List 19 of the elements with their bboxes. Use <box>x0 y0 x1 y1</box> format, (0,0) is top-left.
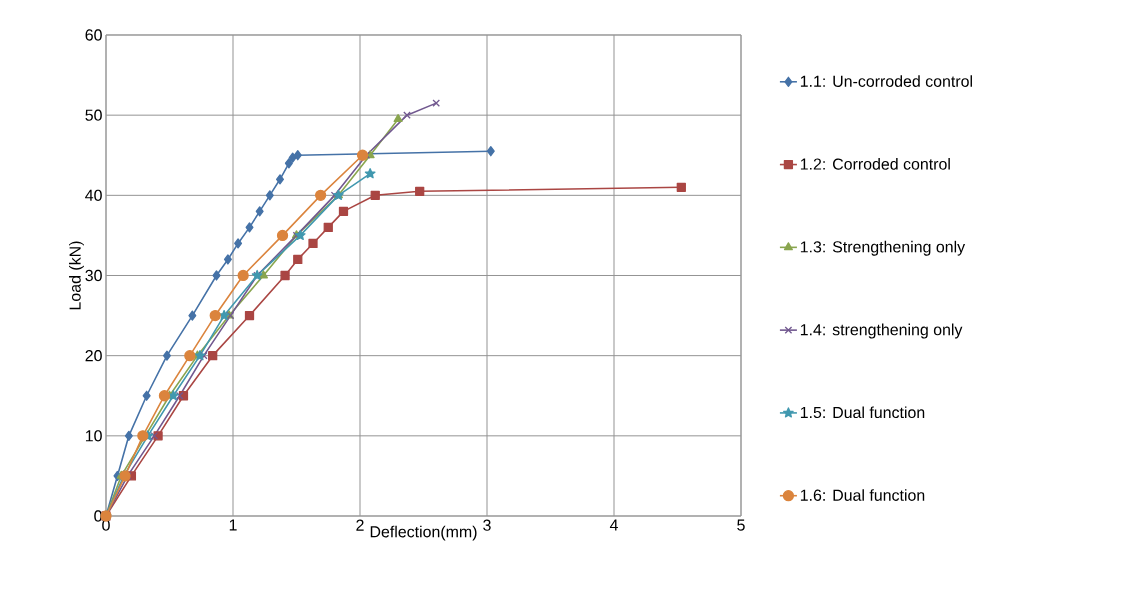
x-tick-label: 1 <box>229 519 237 531</box>
x-tick-label: 3 <box>483 519 491 531</box>
legend-label: 1.5: Dual function <box>800 406 925 419</box>
legend-label: 1.6: Dual function <box>800 489 925 501</box>
legend-label: 1.1: Un-corroded control <box>800 75 972 87</box>
y-axis-title: Load (kN) <box>69 241 84 310</box>
y-tick-label: 30 <box>85 269 102 282</box>
legend-label: 1.4: strengthening only <box>800 323 963 339</box>
y-tick-label: 40 <box>85 189 102 201</box>
x-axis-title: Deflection(mm) <box>370 525 477 541</box>
x-tick-label: 2 <box>356 519 364 531</box>
y-tick-label: 10 <box>85 430 102 442</box>
legend-label: 1.2: Corroded control <box>800 158 950 170</box>
x-tick-label: 5 <box>737 519 745 531</box>
y-tick-label: 20 <box>85 350 102 362</box>
legend-label: 1.3: Strengthening only <box>800 240 966 256</box>
y-tick-label: 50 <box>85 109 102 121</box>
x-tick-label: 4 <box>609 519 618 531</box>
y-tick-label: 60 <box>85 29 102 41</box>
